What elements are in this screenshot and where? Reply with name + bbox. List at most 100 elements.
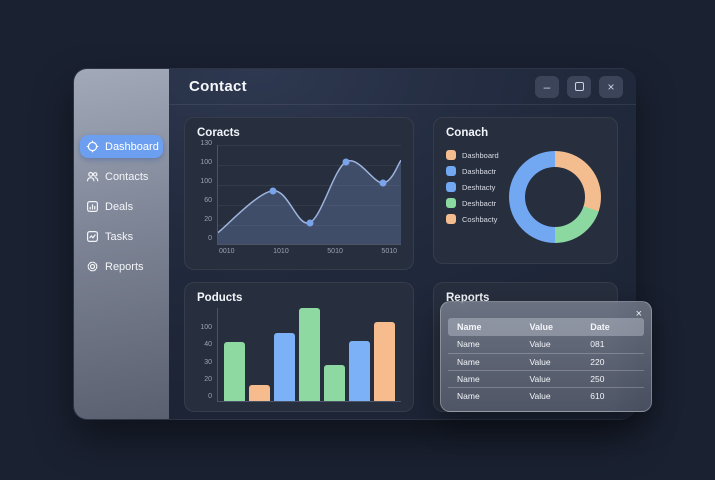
legend-label: Coshbacty xyxy=(462,214,498,224)
cell-date: 220 xyxy=(581,352,644,370)
bar-chart-plot xyxy=(217,308,401,402)
cell-value: Value xyxy=(520,352,582,370)
bar xyxy=(324,364,345,401)
donut-hole xyxy=(525,167,585,227)
sidebar-item-contacts[interactable]: Contacts xyxy=(80,165,163,188)
gear-icon xyxy=(86,260,99,273)
y-tick: 40 xyxy=(204,341,212,349)
y-tick: 100 xyxy=(200,324,212,331)
line-chart-panel: Coracts 130 100 100 60 20 0 xyxy=(184,117,414,270)
line-chart-curve xyxy=(218,159,401,244)
column-header-value: Value xyxy=(520,318,582,336)
y-tick: 100 xyxy=(200,159,212,166)
sidebar-item-label: Reports xyxy=(105,260,144,273)
donut-chart-panel: Conach Dashboard Dashbactr xyxy=(433,117,618,264)
cell-date: 081 xyxy=(590,339,605,350)
contacts-icon xyxy=(86,170,99,183)
popup-header: × xyxy=(448,304,644,320)
reports-table: Name Value Date Name Value 081 Name Valu… xyxy=(448,318,644,404)
donut-ring xyxy=(509,151,601,243)
cell-name: Name xyxy=(448,352,521,370)
legend-item: Coshbacty xyxy=(446,214,499,224)
sidebar-item-label: Tasks xyxy=(105,230,134,243)
line-chart-plot xyxy=(217,145,401,245)
cell-value: Value xyxy=(520,369,582,387)
column-header-name: Name xyxy=(448,318,521,336)
cell-name: Name xyxy=(448,386,521,404)
sidebar-item-label: Contacts xyxy=(105,170,149,183)
minimize-icon: – xyxy=(543,79,551,94)
y-tick: 20 xyxy=(204,375,212,383)
line-chart-y-axis: 130 100 100 60 20 0 xyxy=(197,140,213,242)
sidebar-item-tasks[interactable]: Tasks xyxy=(80,225,163,248)
titlebar: Contact – × xyxy=(169,69,636,105)
maximize-icon xyxy=(574,82,584,91)
sidebar-item-deals[interactable]: Deals xyxy=(80,195,163,218)
legend-item: Deshbactr xyxy=(446,198,499,208)
cell-date: 250 xyxy=(581,369,644,387)
sidebar-item-label: Dashboard xyxy=(105,140,159,153)
sidebar-item-dashboard[interactable]: Dashboard xyxy=(80,135,163,158)
legend-swatch xyxy=(446,150,456,160)
y-tick: 100 xyxy=(200,178,212,185)
minimize-button[interactable]: – xyxy=(535,75,559,98)
bar xyxy=(224,342,245,401)
table-row[interactable]: Name Value 220 xyxy=(448,352,644,370)
legend-swatch xyxy=(446,182,456,192)
sidebar-item-label: Deals xyxy=(105,200,134,213)
legend-swatch xyxy=(446,166,456,176)
legend-label: Dashboard xyxy=(462,150,499,160)
maximize-button[interactable] xyxy=(567,75,591,98)
bar xyxy=(299,308,320,401)
line-chart: 130 100 100 60 20 0 xyxy=(197,140,401,245)
bar xyxy=(374,321,395,401)
table-row[interactable]: Name Value 081 xyxy=(448,336,644,353)
cell-value: Value xyxy=(529,339,551,350)
donut-legend: Dashboard Dashbactr Deshtacty xyxy=(446,150,499,243)
close-button[interactable]: × xyxy=(599,75,623,98)
bar-chart-y-axis: 100 40 30 20 0 xyxy=(197,324,213,402)
bar-chart: 100 40 30 20 0 xyxy=(197,308,401,402)
data-point xyxy=(269,187,277,195)
x-tick: 0010 xyxy=(219,248,235,255)
x-tick: 5010 xyxy=(381,248,397,255)
bar xyxy=(274,333,295,401)
sidebar-item-reports[interactable]: Reports xyxy=(80,255,163,278)
tasks-icon xyxy=(86,230,99,243)
legend-label: Deshbactr xyxy=(462,198,497,208)
deals-icon xyxy=(86,200,99,213)
legend-item: Deshtacty xyxy=(446,182,499,192)
legend-swatch xyxy=(446,214,456,224)
x-tick: 5010 xyxy=(327,248,343,255)
window-title: Contact xyxy=(189,78,247,95)
column-header-date: Date xyxy=(581,318,644,336)
dashboard-icon xyxy=(86,140,99,153)
bar xyxy=(249,385,270,401)
cell-date: 610 xyxy=(581,386,644,404)
y-tick: 0 xyxy=(208,235,212,242)
panel-title: Poducts xyxy=(197,292,243,304)
bar xyxy=(349,340,370,401)
sidebar: Dashboard Contacts Deals Tasks xyxy=(74,69,169,419)
data-point xyxy=(342,158,350,166)
cell-value: Value xyxy=(520,386,582,404)
y-tick: 30 xyxy=(204,358,212,366)
legend-item: Dashbactr xyxy=(446,166,499,176)
y-tick: 60 xyxy=(204,197,212,204)
table-row[interactable]: Name Value 610 xyxy=(448,386,644,404)
y-tick: 20 xyxy=(204,216,212,223)
table-header-row: Name Value Date xyxy=(448,318,644,336)
data-point xyxy=(379,179,387,187)
cell-name: Name xyxy=(457,339,480,350)
table-row[interactable]: Name Value 250 xyxy=(448,369,644,387)
close-icon: × xyxy=(607,79,615,94)
line-chart-x-axis: 0010 1010 5010 5010 xyxy=(219,248,397,255)
y-tick: 130 xyxy=(200,140,212,147)
panel-title: Conach xyxy=(446,127,489,139)
reports-table-popup: × Name Value Date Name Value 081 Name xyxy=(440,301,652,412)
cell-name: Name xyxy=(448,369,521,387)
x-tick: 1010 xyxy=(273,248,289,255)
popup-close-icon[interactable]: × xyxy=(635,308,642,320)
legend-item: Dashboard xyxy=(446,150,499,160)
